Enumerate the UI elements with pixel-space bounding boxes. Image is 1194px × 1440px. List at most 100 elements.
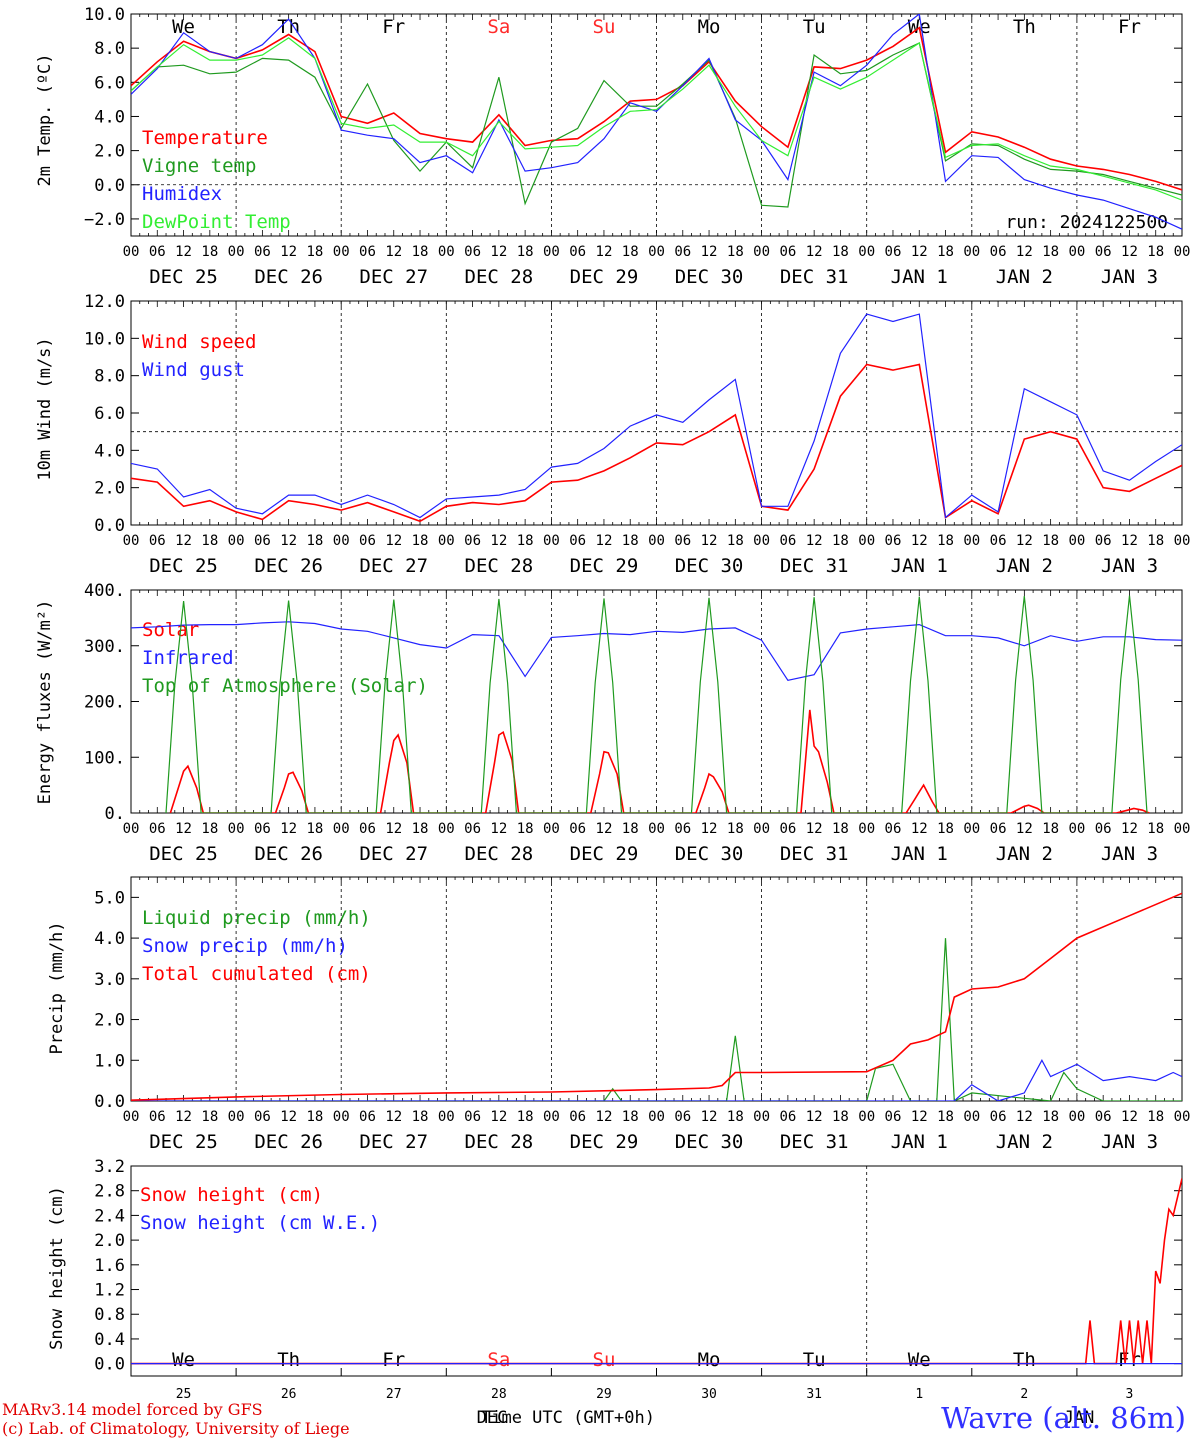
x-hour-label: 12 bbox=[385, 821, 402, 837]
x-hour-label: 12 bbox=[701, 533, 718, 549]
x-hour-label: 12 bbox=[1016, 533, 1033, 549]
y-axis-label-snow: Snow height (cm) bbox=[47, 1186, 67, 1350]
y-tick-label: 0.4 bbox=[94, 1330, 125, 1350]
x-hour-label: 12 bbox=[490, 533, 507, 549]
x-hour-label: 06 bbox=[359, 821, 376, 837]
x-hour-label: 06 bbox=[254, 244, 271, 260]
x-day-number: 1 bbox=[915, 1387, 923, 1402]
x-hour-label: 00 bbox=[438, 533, 455, 549]
x-day-label: DEC 26 bbox=[254, 555, 323, 577]
x-hour-label: 12 bbox=[596, 1109, 613, 1125]
x-hour-label: 00 bbox=[858, 821, 875, 837]
x-hour-label: 06 bbox=[990, 821, 1007, 837]
x-hour-label: 12 bbox=[911, 533, 928, 549]
x-hour-label: 00 bbox=[123, 533, 140, 549]
x-hour-label: 12 bbox=[1121, 244, 1138, 260]
weekday-label: Fr bbox=[382, 1349, 405, 1371]
x-hour-label: 00 bbox=[1068, 533, 1085, 549]
y-tick-label: 2.0 bbox=[94, 1231, 125, 1251]
x-hour-label: 00 bbox=[858, 1109, 875, 1125]
x-hour-label: 00 bbox=[648, 244, 665, 260]
y-tick-label: 6.0 bbox=[94, 73, 125, 93]
x-hour-label: 00 bbox=[438, 821, 455, 837]
x-day-label: JAN 2 bbox=[996, 1131, 1053, 1153]
x-hour-label: 18 bbox=[412, 533, 429, 549]
x-hour-label: 06 bbox=[779, 1109, 796, 1125]
x-hour-label: 00 bbox=[1174, 533, 1191, 549]
legend-snow-height-we: Snow height (cm W.E.) bbox=[140, 1212, 380, 1234]
x-day-label: DEC 29 bbox=[570, 1131, 639, 1153]
weekday-label: Sa bbox=[487, 16, 510, 38]
x-hour-label: 06 bbox=[464, 821, 481, 837]
y-tick-label: 1.2 bbox=[94, 1281, 125, 1301]
x-hour-label: 00 bbox=[333, 533, 350, 549]
x-hour-label: 18 bbox=[412, 821, 429, 837]
y-tick-label: 1.6 bbox=[94, 1256, 125, 1276]
x-day-number: 31 bbox=[806, 1387, 822, 1402]
x-day-label: DEC 26 bbox=[254, 1131, 323, 1153]
series-line-2 bbox=[131, 14, 1182, 230]
y-tick-label: 0.8 bbox=[94, 1305, 125, 1325]
weekday-label: Fr bbox=[1118, 1349, 1141, 1371]
x-day-label: JAN 3 bbox=[1101, 1131, 1158, 1153]
x-hour-label: 12 bbox=[911, 1109, 928, 1125]
x-day-label: DEC 27 bbox=[359, 1131, 428, 1153]
x-hour-label: 06 bbox=[359, 533, 376, 549]
x-hour-label: 18 bbox=[517, 821, 534, 837]
x-hour-label: 18 bbox=[517, 244, 534, 260]
y-tick-label: 2.0 bbox=[94, 479, 125, 499]
x-hour-label: 18 bbox=[412, 244, 429, 260]
x-hour-label: 00 bbox=[753, 821, 770, 837]
weekday-label: Th bbox=[277, 16, 300, 38]
x-day-label: DEC 28 bbox=[465, 843, 534, 865]
x-hour-label: 12 bbox=[280, 533, 297, 549]
x-hour-label: 12 bbox=[385, 244, 402, 260]
x-hour-label: 18 bbox=[832, 1109, 849, 1125]
x-day-label: DEC 27 bbox=[359, 843, 428, 865]
weekday-label: We bbox=[172, 16, 195, 38]
x-hour-label: 06 bbox=[569, 533, 586, 549]
x-hour-label: 06 bbox=[779, 821, 796, 837]
x-day-label: JAN 1 bbox=[891, 266, 948, 288]
weekday-label: Fr bbox=[382, 16, 405, 38]
x-day-label: DEC 25 bbox=[149, 555, 218, 577]
time-axis-label: Time UTC (GMT+0h) bbox=[481, 1408, 655, 1428]
x-day-label: DEC 28 bbox=[465, 1131, 534, 1153]
x-day-label: JAN 1 bbox=[891, 843, 948, 865]
y-tick-label: 3.2 bbox=[94, 1157, 125, 1177]
x-day-label: DEC 30 bbox=[675, 1131, 744, 1153]
x-day-label: DEC 29 bbox=[570, 843, 639, 865]
weekday-label: We bbox=[172, 1349, 195, 1371]
station-label: Wavre (alt. 86m) bbox=[941, 1401, 1186, 1435]
x-hour-label: 06 bbox=[464, 533, 481, 549]
x-hour-label: 06 bbox=[674, 244, 691, 260]
x-hour-label: 18 bbox=[306, 533, 323, 549]
x-hour-label: 12 bbox=[911, 244, 928, 260]
x-hour-label: 12 bbox=[1016, 1109, 1033, 1125]
x-hour-label: 06 bbox=[254, 821, 271, 837]
x-hour-label: 18 bbox=[1147, 1109, 1164, 1125]
legend-humidex: Humidex bbox=[142, 183, 222, 205]
y-tick-label: 100. bbox=[84, 748, 125, 768]
x-hour-label: 18 bbox=[517, 533, 534, 549]
weekday-label: Fr bbox=[1118, 16, 1141, 38]
x-hour-label: 18 bbox=[1042, 244, 1059, 260]
x-hour-label: 06 bbox=[1095, 821, 1112, 837]
x-hour-label: 18 bbox=[306, 821, 323, 837]
x-hour-label: 12 bbox=[1121, 1109, 1138, 1125]
x-hour-label: 00 bbox=[543, 533, 560, 549]
x-hour-label: 18 bbox=[201, 1109, 218, 1125]
x-hour-label: 18 bbox=[727, 821, 744, 837]
series-line-1 bbox=[131, 42, 1182, 208]
y-tick-label: 2.8 bbox=[94, 1182, 125, 1202]
x-hour-label: 18 bbox=[622, 244, 639, 260]
x-hour-label: 12 bbox=[490, 1109, 507, 1125]
x-hour-label: 18 bbox=[727, 1109, 744, 1125]
x-hour-label: 00 bbox=[648, 533, 665, 549]
x-hour-label: 00 bbox=[858, 533, 875, 549]
x-hour-label: 06 bbox=[674, 533, 691, 549]
x-hour-label: 00 bbox=[963, 1109, 980, 1125]
x-day-label: DEC 29 bbox=[570, 555, 639, 577]
x-day-label: DEC 30 bbox=[675, 555, 744, 577]
x-day-label: DEC 28 bbox=[465, 266, 534, 288]
